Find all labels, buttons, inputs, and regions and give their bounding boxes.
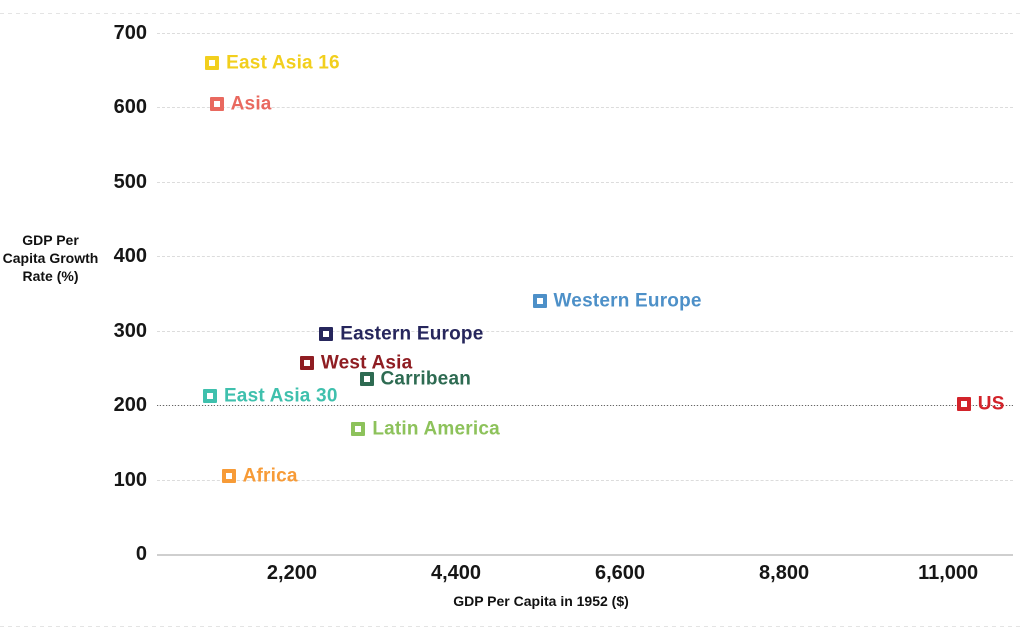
gridline-300 [157, 330, 1013, 332]
data-point-marker [319, 327, 334, 342]
data-point-marker [221, 468, 236, 483]
data-point-marker [299, 355, 314, 370]
y-axis-title: GDP Per Capita Growth Rate (%) [2, 231, 99, 285]
data-point-label: Africa [242, 465, 298, 487]
gridline-500 [157, 181, 1013, 183]
gridline-0 [157, 554, 1013, 556]
data-point-label: Asia [230, 93, 272, 115]
data-point-marker [205, 55, 220, 70]
x-tick-label: 8,800 [759, 562, 810, 584]
y-tick-label: 0 [135, 543, 147, 565]
data-point-marker [351, 421, 366, 436]
y-tick-label: 400 [113, 245, 147, 268]
plot-area: East Asia 16 Asia Western Europe Eastern Eu… [157, 33, 1013, 556]
data-point-label: Latin America [372, 418, 500, 440]
reference-line-200 [157, 405, 1013, 407]
data-point-label: East Asia 16 [226, 52, 340, 74]
data-point-marker [532, 293, 547, 308]
y-axis-title-line: Rate (%) [22, 268, 79, 284]
y-tick-label: 500 [113, 170, 147, 193]
gridline-100 [157, 479, 1013, 481]
x-tick-label: 6,600 [595, 562, 646, 584]
x-tick-label: 4,400 [430, 562, 482, 584]
x-axis-title: GDP Per Capita in 1952 ($) [453, 593, 629, 609]
y-tick-label: 700 [113, 22, 147, 44]
gridline-700 [157, 33, 1013, 34]
y-tick-label: 200 [113, 394, 147, 417]
data-point-label: US [977, 393, 1005, 415]
data-point-marker [209, 96, 224, 111]
y-tick-label: 600 [113, 96, 147, 119]
y-axis-title-line: GDP Per [22, 232, 79, 248]
data-point-marker [956, 396, 971, 411]
data-point-label: Eastern Europe [340, 323, 484, 345]
data-point-marker [202, 389, 217, 404]
gridline-600 [157, 107, 1013, 109]
gridline-400 [157, 256, 1013, 258]
x-tick-label: 11,000 [918, 562, 979, 584]
data-point-marker [359, 372, 374, 387]
data-point-label: Western Europe [553, 290, 702, 312]
chart-frame-top-line [0, 13, 1024, 14]
chart-frame-bottom-line [0, 626, 1024, 627]
y-tick-label: 100 [113, 468, 147, 491]
data-point-label: Carribean [380, 368, 472, 390]
data-point-label: West Asia [320, 352, 413, 374]
x-tick-label: 2,200 [266, 562, 317, 584]
y-axis-title-line: Capita Growth [2, 250, 99, 266]
y-tick-label: 300 [113, 319, 147, 342]
data-point-label: East Asia 30 [223, 385, 338, 407]
